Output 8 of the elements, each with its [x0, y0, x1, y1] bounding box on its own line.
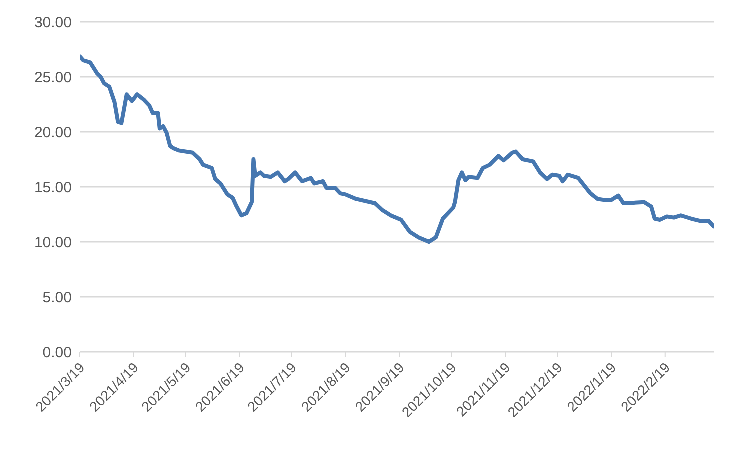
line-series	[80, 54, 714, 244]
y-tick-label: 30.00	[34, 14, 72, 32]
y-tick-label: 0.00	[42, 344, 72, 362]
y-tick-label: 15.00	[34, 179, 72, 196]
y-tick-label: 20.00	[34, 124, 72, 142]
y-tick-label: 10.00	[34, 234, 72, 252]
y-tick-label: 25.00	[34, 69, 72, 86]
y-tick-label: 5.00	[42, 289, 72, 306]
